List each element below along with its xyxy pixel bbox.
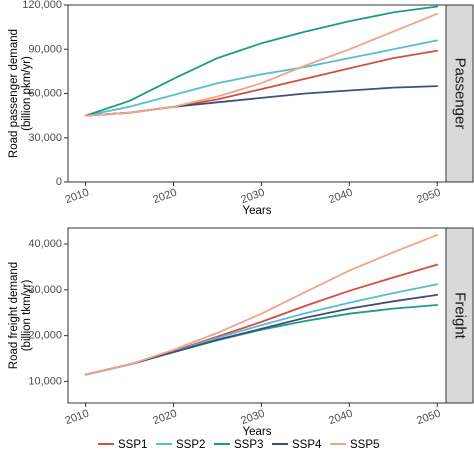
x-tick-label: 2010 xyxy=(63,187,90,207)
facet-label: Passenger xyxy=(452,58,469,130)
x-tick-label: 2040 xyxy=(327,187,354,207)
plot-area xyxy=(67,4,447,183)
y-tick-label: 0 xyxy=(56,176,62,188)
legend-item-ssp2: SSP2 xyxy=(156,439,205,451)
facet-label: Freight xyxy=(452,292,469,340)
y-axis-subtitle: (billion tkm/yr) xyxy=(21,280,33,352)
y-axis-subtitle: (billion pkm/yr) xyxy=(21,56,33,131)
panel-freight: Freight 10,000 20,000 30,000 40,000 2010 2020 2… xyxy=(8,227,474,438)
y-tick-label: 30,000 xyxy=(28,132,62,144)
y-tick-label: 60,000 xyxy=(28,88,62,100)
legend-label: SSP3 xyxy=(234,439,263,451)
y-axis-title: Road passenger demand xyxy=(8,29,20,158)
legend-item-ssp4: SSP4 xyxy=(272,439,322,451)
x-tick-label: 2050 xyxy=(415,187,442,207)
facet-strip xyxy=(445,4,474,183)
legend-label: SSP2 xyxy=(176,439,205,451)
legend-label: SSP4 xyxy=(292,439,322,451)
x-axis-title: Years xyxy=(243,426,272,438)
x-tick-label: 2050 xyxy=(415,408,442,428)
x-tick-label: 2020 xyxy=(151,408,178,428)
series-line-ssp5 xyxy=(84,233,439,376)
legend-item-ssp5: SSP5 xyxy=(330,439,379,451)
legend: SSP1 SSP2 SSP3 SSP4 SSP5 xyxy=(98,439,379,451)
facet-strip xyxy=(445,227,474,404)
y-tick-label: 120,000 xyxy=(22,0,62,11)
y-tick-label: 40,000 xyxy=(28,238,62,250)
y-tick-label: 20,000 xyxy=(28,330,62,342)
x-tick-label: 2030 xyxy=(239,408,266,428)
y-tick-label: 30,000 xyxy=(28,284,62,296)
x-tick-label: 2020 xyxy=(151,187,178,207)
x-tick-label: 2030 xyxy=(239,187,266,207)
legend-item-ssp3: SSP3 xyxy=(214,439,263,451)
x-axis-title: Years xyxy=(243,205,272,217)
y-axis-title: Road freight demand xyxy=(8,262,20,369)
series-line-ssp2 xyxy=(84,39,439,117)
series-line-ssp3 xyxy=(84,5,439,117)
y-tick-label: 90,000 xyxy=(28,43,62,55)
x-tick-label: 2040 xyxy=(327,408,354,428)
x-tick-label: 2010 xyxy=(63,408,90,428)
y-tick-label: 10,000 xyxy=(28,375,62,387)
legend-label: SSP1 xyxy=(118,439,147,451)
legend-item-ssp1: SSP1 xyxy=(98,439,147,451)
series-line-ssp5 xyxy=(84,12,439,117)
legend-label: SSP5 xyxy=(350,439,379,451)
panel-passenger: Passenger 0 30,000 60,000 90,000 120,000 2010 2… xyxy=(8,0,474,217)
